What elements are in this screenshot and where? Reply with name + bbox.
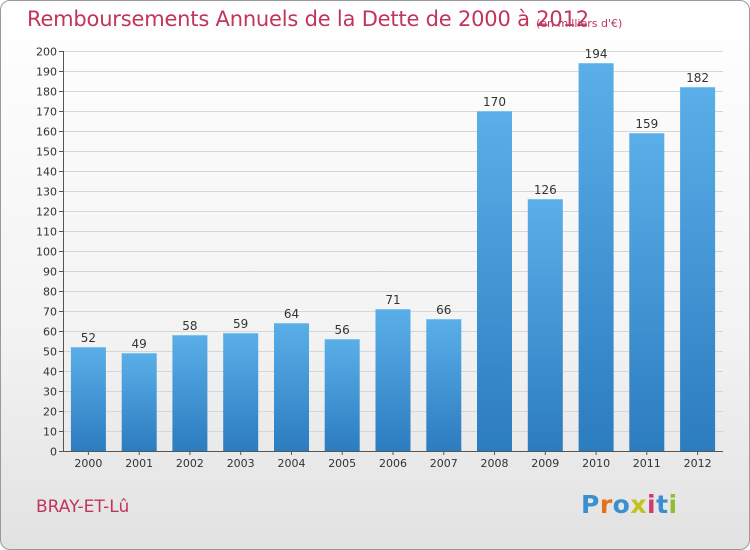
x-tick-label-2010: 2010 <box>582 457 610 470</box>
y-tick-label: 110 <box>36 226 57 239</box>
data-label-2009: 126 <box>534 183 557 197</box>
y-tick-label: 160 <box>36 126 57 139</box>
y-tick-label: 150 <box>36 146 57 159</box>
data-label-2005: 56 <box>335 323 350 337</box>
bar-2003 <box>223 333 259 451</box>
y-tick-label: 100 <box>36 246 57 259</box>
data-label-2007: 66 <box>436 303 451 317</box>
bar-2005 <box>324 339 360 451</box>
data-label-2001: 49 <box>132 337 147 351</box>
logo-letter: P <box>581 490 600 519</box>
x-tick-label-2008: 2008 <box>481 457 509 470</box>
bar-2010 <box>578 63 614 451</box>
logo-letter: i <box>647 490 657 519</box>
data-label-2012: 182 <box>686 71 709 85</box>
data-label-2002: 58 <box>182 319 197 333</box>
bar-2008 <box>477 111 512 451</box>
unit-note: (en milliers d'€) <box>536 17 623 30</box>
logo-letter: r <box>599 490 613 519</box>
y-tick-label: 130 <box>36 186 57 199</box>
y-tick-label: 170 <box>36 106 57 119</box>
x-tick-label-2002: 2002 <box>176 457 204 470</box>
x-tick-label-2007: 2007 <box>430 457 458 470</box>
y-tick-label: 60 <box>43 326 57 339</box>
logo-letter: x <box>630 490 647 519</box>
bars <box>70 63 716 451</box>
commune-name: BRAY-ET-Lû <box>36 497 130 517</box>
axes: 0 10 20 30 40 50 60 70 80 90 100 110 120 130 140 150 160… <box>36 46 723 470</box>
y-tick-label: 10 <box>43 426 57 439</box>
y-tick-label: 70 <box>43 306 57 319</box>
x-tick-label-2009: 2009 <box>531 457 559 470</box>
x-tick-label-2011: 2011 <box>633 457 661 470</box>
y-tick-label: 190 <box>36 66 57 79</box>
y-tick-label: 90 <box>43 266 57 279</box>
data-label-2011: 159 <box>635 117 658 131</box>
y-tick-label: 80 <box>43 286 57 299</box>
x-tick-label-2005: 2005 <box>328 457 356 470</box>
bar-2002 <box>172 335 208 451</box>
bar-2009 <box>527 199 563 451</box>
data-label-2000: 52 <box>81 331 96 345</box>
chart-title: Remboursements Annuels de la Dette de 20… <box>27 7 589 31</box>
y-tick-label: 50 <box>43 346 57 359</box>
x-tick-label-2004: 2004 <box>278 457 306 470</box>
bar-2011 <box>629 133 665 451</box>
x-tick-label-2001: 2001 <box>125 457 153 470</box>
x-tick-label-2006: 2006 <box>379 457 407 470</box>
bar-2007 <box>426 319 462 451</box>
data-label-2003: 59 <box>233 317 248 331</box>
x-tick-label-2003: 2003 <box>227 457 255 470</box>
bar-2000 <box>70 347 106 451</box>
logo-letter: t <box>656 490 669 519</box>
x-tick-label-2000: 2000 <box>74 457 102 470</box>
y-tick-label: 0 <box>50 446 57 459</box>
data-label-2006: 71 <box>385 293 400 307</box>
bar-2012 <box>680 87 716 451</box>
logo-letter: i <box>668 490 678 519</box>
data-label-2004: 64 <box>284 307 299 321</box>
bar-2001 <box>121 353 157 451</box>
logo-letter: o <box>612 490 631 519</box>
y-tick-label: 200 <box>36 46 57 59</box>
data-label-2010: 194 <box>585 47 608 61</box>
proxiti-logo: Proxiti <box>581 490 678 519</box>
bar-2006 <box>375 309 411 451</box>
y-tick-label: 30 <box>43 386 57 399</box>
y-tick-label: 140 <box>36 166 57 179</box>
y-tick-label: 20 <box>43 406 57 419</box>
data-labels: 52 49 58 59 64 56 71 66 170 126 194 159 182 <box>81 47 709 351</box>
y-tick-label: 120 <box>36 206 57 219</box>
y-tick-label: 180 <box>36 86 57 99</box>
x-tick-label-2012: 2012 <box>684 457 712 470</box>
y-tick-label: 40 <box>43 366 57 379</box>
data-label-2008: 170 <box>483 95 506 109</box>
bar-2004 <box>274 323 309 451</box>
